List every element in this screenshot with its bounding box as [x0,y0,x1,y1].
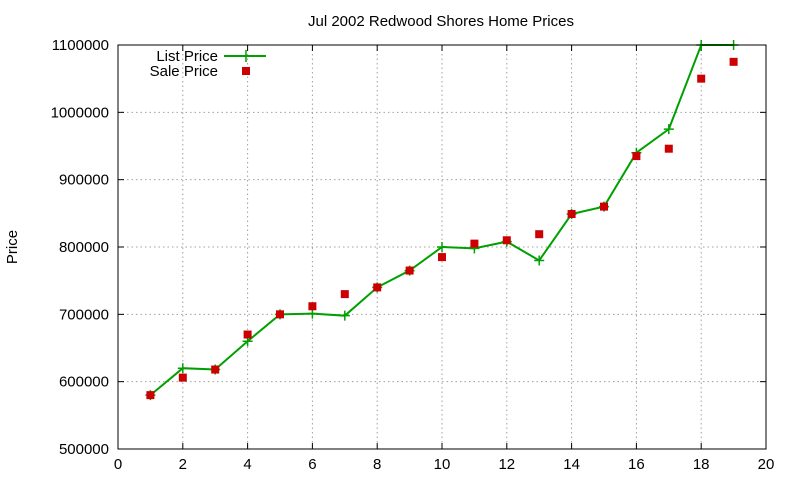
sale-price-point [178,373,187,382]
sale-price-point [632,152,641,161]
y-tick-label: 1100000 [52,37,109,54]
sale-price-point [697,74,706,83]
sale-price-point [502,236,511,245]
sale-price-point [243,330,252,339]
legend-label-list-price: List Price [156,48,218,65]
y-tick-label: 500000 [59,441,109,458]
y-tick-label: 1000000 [51,104,109,121]
sale-price-point [308,302,317,311]
sale-price-point [729,57,738,66]
legend-label-sale-price: Sale Price [150,63,218,80]
sale-price-point [438,253,446,262]
x-tick-label: 18 [693,456,710,473]
sale-price-point [405,266,414,275]
x-tick-label: 10 [434,456,451,473]
y-tick-label: 600000 [59,374,109,391]
sale-price-point [600,202,608,211]
legend-marker-list-price [240,50,252,62]
sale-price-point [470,239,479,248]
sale-price-point [373,283,382,292]
x-tick-label: 2 [179,456,187,473]
plot-frame [117,44,767,450]
x-tick-label: 4 [243,456,251,473]
list-price-point [437,242,447,252]
sale-price-point [211,365,220,374]
x-tick-label: 12 [498,456,515,473]
sale-price-series [146,57,738,400]
sale-price-point [567,210,576,219]
list-price-point [534,255,545,266]
sale-price-point [535,230,544,239]
sale-price-point [340,290,349,299]
y-tick-label: 700000 [59,306,109,323]
list-price-point [177,363,188,374]
legend-marker-sale-price [242,67,250,75]
y-axis-label: Price [4,230,21,264]
legend: List Price Sale Price [150,48,266,80]
x-tick-label: 6 [308,456,316,473]
chart-title: Jul 2002 Redwood Shores Home Prices [308,13,574,30]
list-price-series [145,40,739,401]
y-tick-label: 800000 [59,239,109,256]
axis-ticks: 0 2 4 6 8 10 12 14 16 18 20 500000 600000 700000 80000… [51,37,775,473]
list-price-point [663,124,674,135]
list-price-point [339,310,350,321]
x-tick-label: 20 [758,456,775,473]
x-tick-label: 14 [563,456,580,473]
y-tick-label: 900000 [59,172,109,189]
sale-price-point [664,144,673,153]
x-tick-label: 16 [628,456,645,473]
sale-price-point [146,391,155,400]
x-tick-label: 8 [373,456,381,473]
x-tick-label: 0 [114,456,122,473]
list-price-point [307,308,318,319]
sale-price-point [276,310,284,319]
